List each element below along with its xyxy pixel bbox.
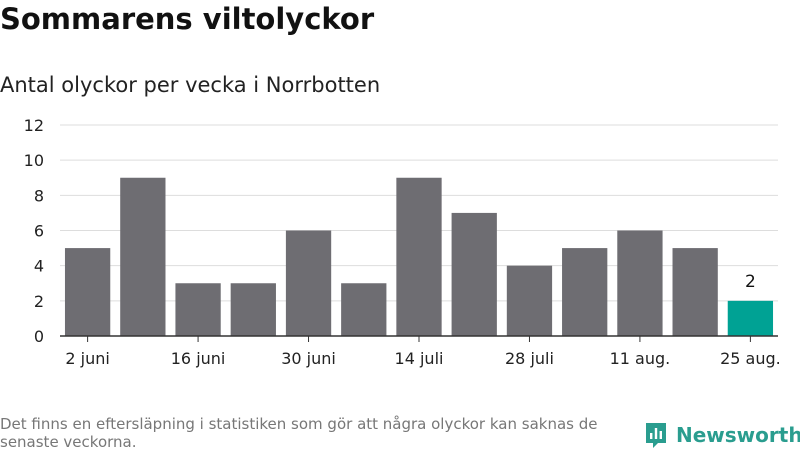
bar xyxy=(230,283,276,336)
brand-name: Newsworthy xyxy=(676,423,800,447)
data-label: 2 xyxy=(745,272,756,292)
y-tick-label: 4 xyxy=(34,257,44,276)
bar xyxy=(727,300,774,336)
y-tick-label: 2 xyxy=(34,292,44,311)
y-tick-label: 6 xyxy=(34,222,44,241)
footnote: Det finns en eftersläpning i statistiken… xyxy=(0,415,598,451)
x-tick-label: 30 juni xyxy=(281,349,336,368)
brand[interactable]: Newsworthy xyxy=(644,420,800,450)
bar xyxy=(285,230,332,336)
x-tick-label: 25 aug. xyxy=(720,349,781,368)
x-tick-label: 28 juli xyxy=(505,349,554,368)
y-axis-ticks: 0 2 4 6 8 10 12 xyxy=(24,116,44,346)
bar xyxy=(451,212,497,336)
bar xyxy=(672,248,718,336)
bar xyxy=(341,283,387,336)
bar xyxy=(396,177,442,336)
bar xyxy=(562,248,608,336)
y-tick-label: 8 xyxy=(34,186,44,205)
y-tick-label: 10 xyxy=(24,151,44,170)
data-labels: 2 xyxy=(745,272,756,292)
x-tick-label: 11 aug. xyxy=(610,349,671,368)
x-tick-label: 14 juli xyxy=(395,349,444,368)
x-tick-label: 16 juni xyxy=(171,349,226,368)
y-tick-label: 12 xyxy=(24,116,44,135)
bars xyxy=(64,177,774,336)
chart-title: Sommarens viltolyckor xyxy=(0,2,375,36)
bar xyxy=(120,177,166,336)
newsworthy-logo-icon xyxy=(646,423,666,448)
x-tick-label: 2 juni xyxy=(65,349,109,368)
y-tick-label: 0 xyxy=(34,327,44,346)
bar xyxy=(64,248,111,336)
chart-subtitle: Antal olyckor per vecka i Norrbotten xyxy=(0,73,381,97)
bar xyxy=(506,265,553,336)
bar xyxy=(175,283,221,336)
bar xyxy=(617,230,663,336)
x-axis: 2 juni 16 juni 30 juni 14 juli 28 juli 11 aug… xyxy=(60,335,781,368)
